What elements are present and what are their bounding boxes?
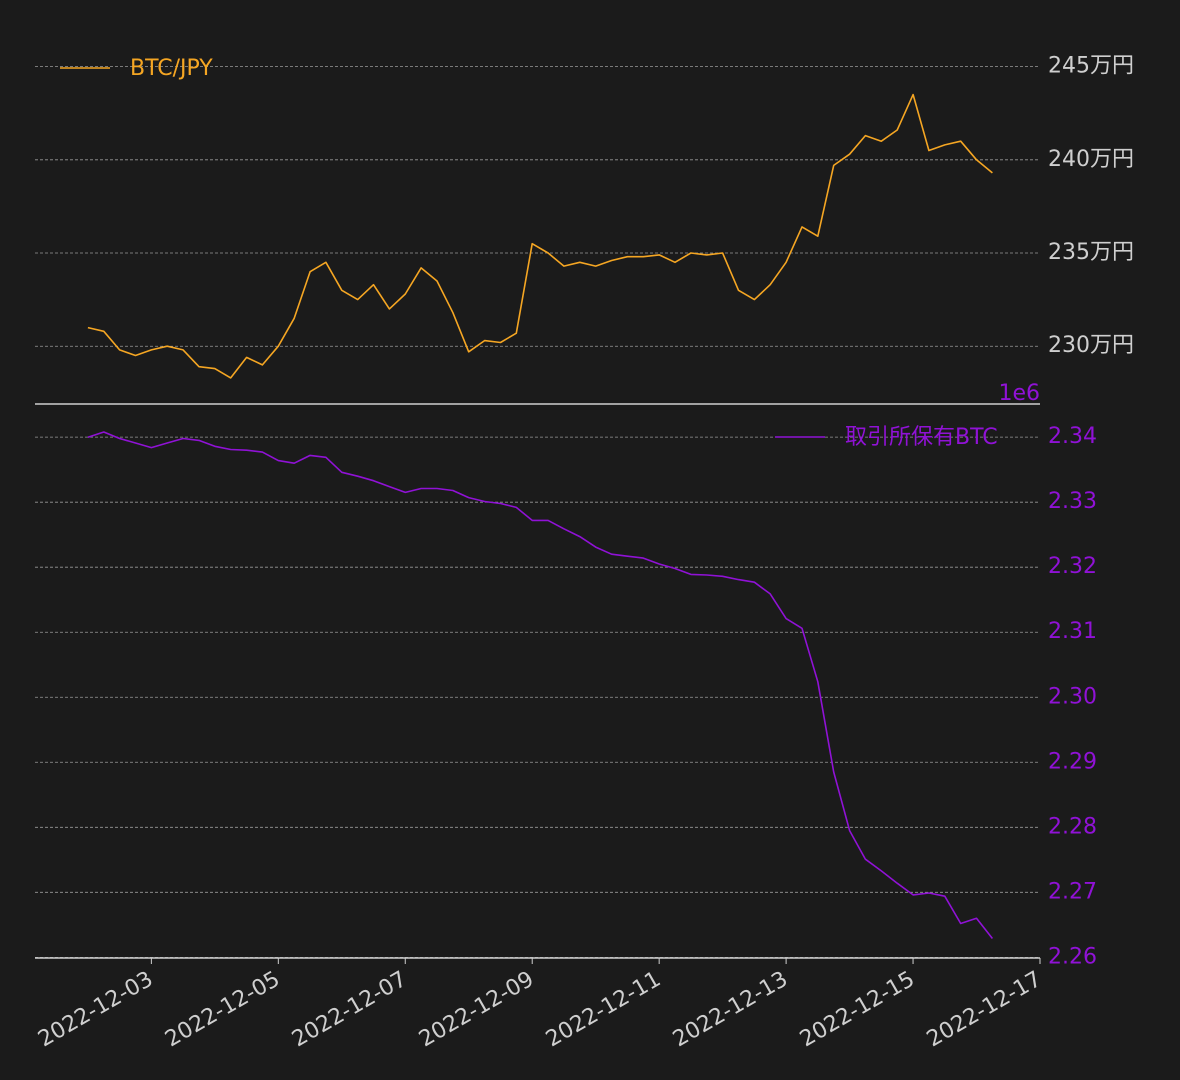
y-tick-label: 245万円	[1048, 54, 1134, 79]
y-tick-label: 235万円	[1048, 240, 1134, 265]
series-line	[87, 93, 993, 379]
y-tick-label: 2.28	[1048, 814, 1097, 839]
y-tick-label: 2.30	[1048, 684, 1097, 709]
y-tick-label: 2.26	[1048, 944, 1097, 969]
legend-label: BTC/JPY	[130, 56, 213, 81]
y-tick-label: 2.34	[1048, 424, 1097, 449]
y-tick-label: 2.27	[1048, 879, 1097, 904]
y-tick-label: 240万円	[1048, 147, 1134, 172]
legend-label: 取引所保有BTC	[845, 425, 998, 450]
y-tick-label: 2.31	[1048, 619, 1097, 644]
y-tick-label: 2.29	[1048, 749, 1097, 774]
y-tick-label: 2.32	[1048, 554, 1097, 579]
series-line	[87, 431, 994, 939]
y-tick-label: 230万円	[1048, 333, 1134, 358]
offset-text: 1e6	[998, 381, 1040, 406]
y-tick-label: 2.33	[1048, 489, 1097, 514]
